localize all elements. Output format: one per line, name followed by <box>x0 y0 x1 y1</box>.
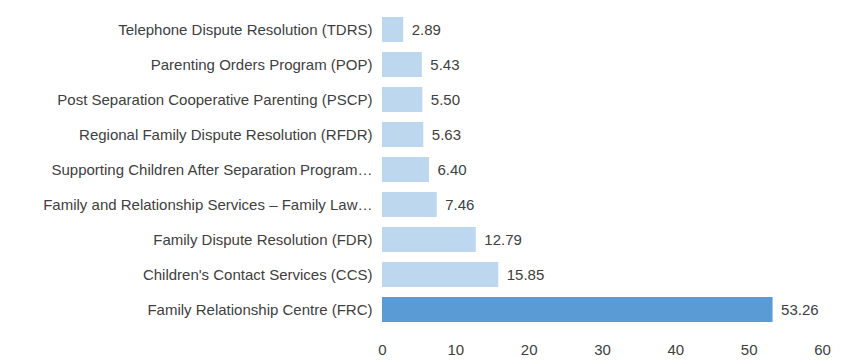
svg-text:60: 60 <box>814 341 831 358</box>
svg-text:Telephone Dispute Resolution (: Telephone Dispute Resolution (TDRS) <box>118 21 372 38</box>
svg-text:30: 30 <box>594 341 611 358</box>
svg-text:20: 20 <box>521 341 538 358</box>
svg-text:15.85: 15.85 <box>507 266 545 283</box>
svg-text:53.26: 53.26 <box>781 301 819 318</box>
svg-text:12.79: 12.79 <box>484 231 522 248</box>
svg-text:10: 10 <box>447 341 464 358</box>
svg-text:50: 50 <box>741 341 758 358</box>
svg-text:Family Dispute Resolution (FDR: Family Dispute Resolution (FDR) <box>153 231 372 248</box>
svg-text:Supporting Children After Sepa: Supporting Children After Separation Pro… <box>51 161 372 178</box>
svg-text:7.46: 7.46 <box>445 196 474 213</box>
svg-text:0: 0 <box>378 341 386 358</box>
svg-text:5.63: 5.63 <box>432 126 461 143</box>
svg-text:Family Relationship Centre (FR: Family Relationship Centre (FRC) <box>147 301 372 318</box>
svg-text:5.43: 5.43 <box>430 56 459 73</box>
svg-text:Regional Family Dispute Resolu: Regional Family Dispute Resolution (RFDR… <box>79 126 372 143</box>
svg-text:40: 40 <box>667 341 684 358</box>
svg-text:6.40: 6.40 <box>437 161 466 178</box>
svg-text:Family and Relationship Servic: Family and Relationship Services – Famil… <box>43 196 372 213</box>
svg-text:Parenting Orders Program (POP): Parenting Orders Program (POP) <box>151 56 373 73</box>
svg-text:Post Separation Cooperative Pa: Post Separation Cooperative Parenting (P… <box>57 91 372 108</box>
svg-text:Children's Contact Services (C: Children's Contact Services (CCS) <box>143 266 373 283</box>
svg-text:2.89: 2.89 <box>412 21 441 38</box>
svg-text:5.50: 5.50 <box>431 91 460 108</box>
